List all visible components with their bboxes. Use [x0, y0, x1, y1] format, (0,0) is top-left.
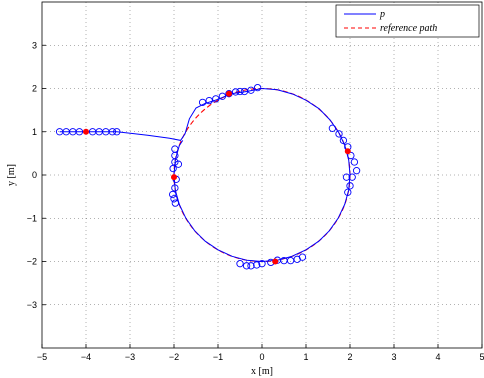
- legend-box: [335, 4, 480, 38]
- trajectory-marker: [247, 262, 255, 270]
- trajectory-marker: [247, 86, 255, 94]
- x-tick-label: −2: [169, 352, 179, 362]
- series-layer: [55, 83, 361, 270]
- trajectory-marker: [253, 83, 262, 92]
- trajectory-marker: [344, 188, 352, 196]
- y-tick-label: 2: [32, 84, 37, 94]
- x-tick-label: 5: [479, 352, 484, 362]
- legend: p reference path: [335, 4, 480, 38]
- trajectory-marker: [171, 158, 179, 166]
- trajectory-marker: [75, 128, 84, 136]
- trajectory-marker: [339, 136, 348, 145]
- x-tick-label: 1: [303, 352, 308, 362]
- trajectory-marker: [342, 173, 351, 181]
- x-tick-label: 2: [347, 352, 352, 362]
- y-tick-label: −1: [27, 213, 37, 223]
- trajectory-marker: [113, 128, 121, 136]
- trajectory-marker: [205, 96, 213, 105]
- trajectory-marker: [170, 195, 178, 203]
- trajectory-marker: [335, 130, 343, 138]
- x-tick-label: 4: [435, 352, 440, 362]
- highlight-point: [226, 90, 232, 97]
- x-tick-label: 3: [391, 352, 396, 362]
- trajectory-marker: [253, 261, 261, 269]
- trajectory-marker: [352, 167, 361, 175]
- trajectory-marker: [346, 182, 354, 190]
- y-tick-label: −2: [27, 257, 37, 267]
- trajectory-marker: [236, 87, 244, 96]
- trajectory-marker: [171, 145, 179, 153]
- highlight-point: [171, 174, 177, 181]
- trajectory-marker: [108, 128, 117, 136]
- highlight-point: [272, 258, 279, 265]
- x-axis-label: x [m]: [251, 366, 273, 377]
- trajectory-marker: [218, 92, 227, 100]
- trajectory-marker: [236, 260, 244, 268]
- trajectory-marker: [169, 164, 177, 173]
- trajectory-p-line: [59, 87, 351, 263]
- y-tick-label: 1: [32, 127, 37, 137]
- trajectory-marker: [174, 160, 183, 168]
- trajectory-marker: [212, 95, 220, 103]
- trajectory-marker: [347, 151, 355, 160]
- trajectory-marker: [242, 262, 251, 270]
- y-tick-label: −3: [27, 300, 37, 310]
- ticks: −5 −4 −3 −2 −1 0 1 2 3 4 5 −3 −2 −1 0 1 2 3: [27, 40, 484, 362]
- x-tick-label: −5: [37, 352, 47, 362]
- y-tick-label: 0: [32, 170, 37, 180]
- highlight-point: [83, 128, 89, 135]
- trajectory-marker: [231, 88, 240, 96]
- legend-label-reference-path: reference path: [380, 23, 437, 34]
- legend-label-p: p: [379, 9, 385, 20]
- y-tick-label: 3: [32, 40, 37, 50]
- x-tick-label: 0: [259, 352, 264, 362]
- highlight-point: [344, 148, 351, 155]
- trajectory-marker: [198, 98, 207, 106]
- trajectory-marker: [298, 253, 307, 261]
- trajectory-marker: [169, 190, 177, 199]
- trajectory-marker: [171, 184, 179, 192]
- trajectory-marker: [225, 90, 233, 98]
- x-tick-label: −3: [125, 352, 135, 362]
- trajectory-marker: [258, 260, 266, 268]
- x-tick-label: −4: [81, 352, 91, 362]
- trajectory-marker: [350, 158, 359, 166]
- x-tick-label: −1: [213, 352, 223, 362]
- trajectory-marker: [328, 124, 337, 132]
- trajectory-marker: [348, 173, 356, 181]
- y-axis-label: y [m]: [6, 164, 17, 186]
- trajectory-marker: [171, 199, 179, 207]
